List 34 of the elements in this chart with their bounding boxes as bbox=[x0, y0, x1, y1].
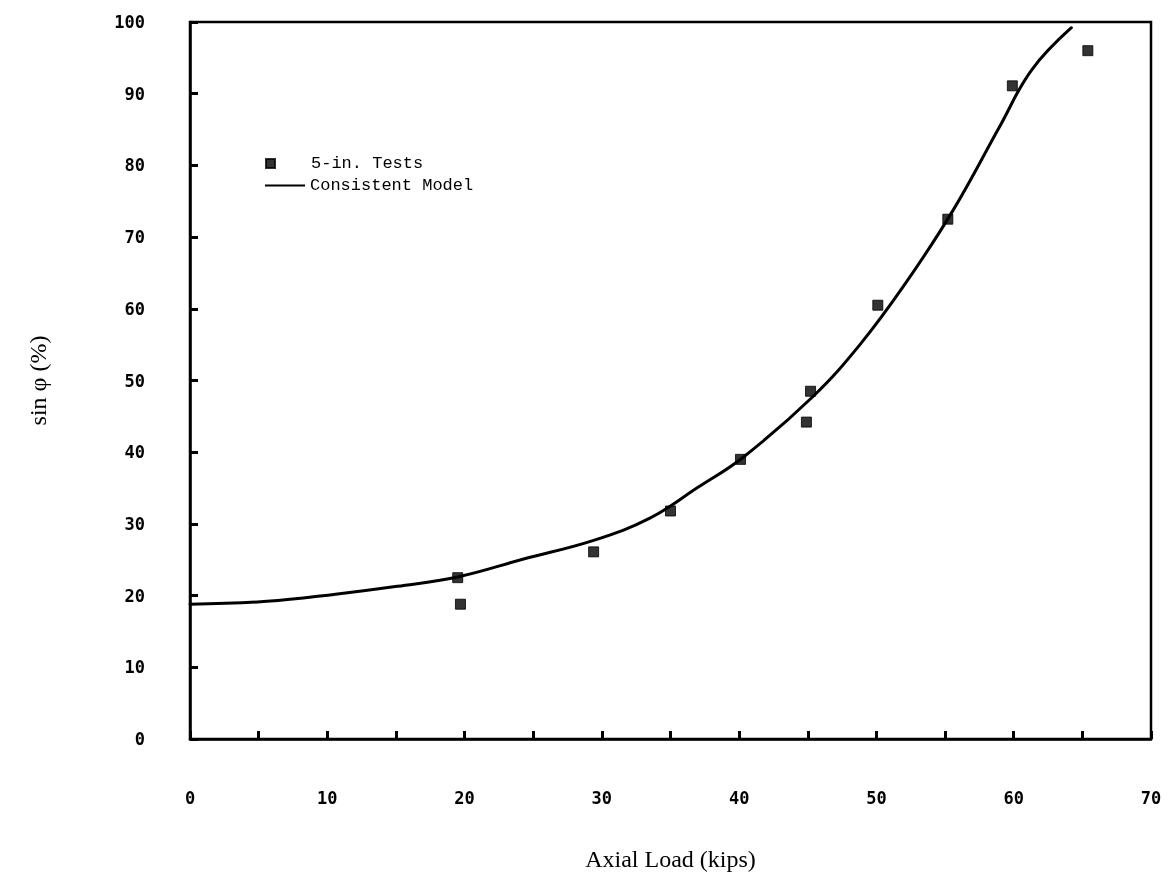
y-tick-label: 40 bbox=[124, 442, 145, 463]
point bbox=[800, 416, 812, 428]
y-tick-label: 50 bbox=[124, 370, 145, 391]
point bbox=[1006, 80, 1018, 92]
x-tick-label: 50 bbox=[866, 787, 887, 808]
y-tick-label: 70 bbox=[124, 227, 145, 248]
x-tick-label: 60 bbox=[1003, 787, 1024, 808]
y-axis-title: sin φ (%) bbox=[25, 335, 51, 426]
x-tick-label: 40 bbox=[728, 787, 750, 808]
point bbox=[872, 299, 884, 311]
y-tick-label: 0 bbox=[134, 729, 145, 749]
point bbox=[665, 505, 676, 517]
point bbox=[805, 385, 817, 397]
y-tick-label: 90 bbox=[124, 83, 145, 104]
legend-label: 5-in. Tests bbox=[311, 154, 424, 173]
y-tick-label: 80 bbox=[124, 155, 145, 176]
y-tick-label: 10 bbox=[124, 657, 145, 678]
y-tick-label: 30 bbox=[124, 513, 145, 534]
legend-label: Consistent Model bbox=[310, 176, 474, 195]
x-tick-label: 70 bbox=[1140, 787, 1162, 808]
y-tick-label: 60 bbox=[124, 298, 145, 319]
point bbox=[454, 598, 466, 610]
y-tick-label: 100 bbox=[114, 12, 145, 32]
x-tick-label: 30 bbox=[591, 787, 613, 808]
x-axis-title: Axial Load (kips) bbox=[585, 846, 756, 872]
point bbox=[1082, 45, 1094, 57]
point bbox=[588, 546, 600, 558]
point bbox=[452, 572, 464, 584]
y-tick-label: 20 bbox=[124, 585, 145, 606]
point bbox=[735, 453, 747, 465]
x-tick-label: 10 bbox=[317, 787, 338, 808]
x-tick-label: 0 bbox=[184, 787, 196, 808]
x-tick-label: 20 bbox=[454, 787, 475, 808]
point bbox=[942, 213, 954, 225]
